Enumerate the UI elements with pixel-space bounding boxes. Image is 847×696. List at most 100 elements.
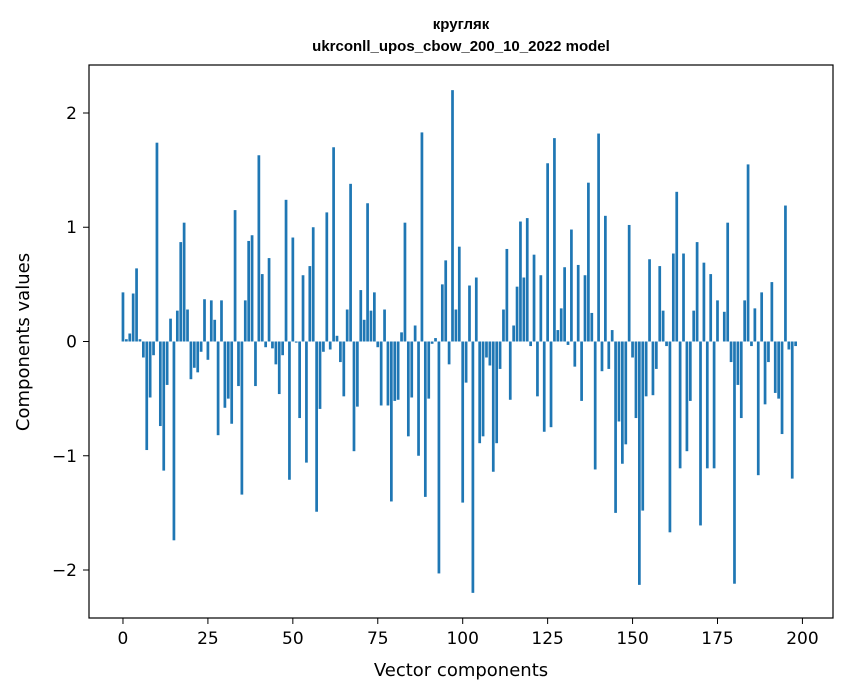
bar bbox=[563, 267, 566, 342]
bar bbox=[165, 341, 169, 385]
bar bbox=[271, 341, 274, 349]
bar bbox=[172, 341, 176, 541]
bar bbox=[665, 341, 668, 347]
bar bbox=[277, 341, 281, 395]
bar bbox=[773, 341, 777, 393]
bar bbox=[148, 341, 152, 398]
bar bbox=[196, 341, 200, 373]
bar bbox=[437, 341, 441, 574]
bar bbox=[600, 341, 604, 372]
bar bbox=[627, 224, 631, 342]
bar bbox=[369, 310, 373, 342]
x-tick-label: 0 bbox=[118, 629, 129, 649]
bar bbox=[301, 275, 305, 342]
bar bbox=[597, 133, 600, 342]
bar bbox=[386, 341, 390, 406]
bar bbox=[121, 292, 125, 342]
bar bbox=[284, 199, 288, 342]
bar bbox=[325, 212, 329, 342]
bar bbox=[332, 147, 335, 342]
bar bbox=[216, 341, 220, 436]
bar bbox=[529, 341, 532, 347]
bar bbox=[593, 341, 597, 470]
bar bbox=[587, 182, 590, 342]
bar bbox=[699, 341, 702, 526]
bar bbox=[573, 341, 577, 367]
bar bbox=[142, 341, 145, 358]
x-tick-label: 25 bbox=[197, 629, 219, 649]
bar bbox=[614, 341, 617, 513]
bar bbox=[376, 341, 380, 348]
bar bbox=[464, 341, 468, 383]
bar bbox=[454, 309, 458, 342]
x-tick-label: 175 bbox=[701, 629, 733, 649]
bar bbox=[705, 341, 709, 469]
bar bbox=[539, 275, 543, 342]
bar bbox=[661, 310, 665, 342]
bar bbox=[525, 218, 529, 342]
bar bbox=[237, 341, 240, 387]
bar bbox=[434, 338, 437, 342]
bar bbox=[508, 341, 512, 400]
bar bbox=[750, 341, 753, 347]
bar bbox=[447, 341, 451, 365]
bar bbox=[264, 341, 268, 348]
bar bbox=[678, 341, 682, 469]
bar bbox=[675, 191, 679, 342]
bar bbox=[311, 227, 315, 342]
bar bbox=[590, 312, 594, 342]
bar bbox=[189, 341, 193, 380]
bar bbox=[179, 242, 183, 342]
bar bbox=[352, 341, 356, 452]
bar bbox=[559, 308, 563, 342]
bar bbox=[393, 341, 397, 401]
bar bbox=[209, 300, 213, 342]
bars-group bbox=[121, 90, 797, 593]
bar bbox=[583, 275, 587, 342]
bar bbox=[604, 215, 607, 342]
x-axis-ticks: 0 25 50 75 100 125 150 175 200 bbox=[118, 618, 819, 649]
bar bbox=[695, 242, 699, 342]
bar bbox=[722, 311, 726, 342]
bar bbox=[135, 268, 138, 342]
bar bbox=[247, 240, 251, 342]
bar bbox=[474, 277, 478, 342]
bar bbox=[491, 341, 495, 472]
bar bbox=[515, 286, 519, 342]
bar bbox=[440, 284, 444, 342]
bar bbox=[753, 308, 757, 342]
bar bbox=[457, 246, 461, 342]
bar bbox=[644, 341, 648, 397]
bar bbox=[226, 341, 230, 399]
bar bbox=[400, 332, 403, 342]
bar bbox=[481, 341, 485, 437]
bar bbox=[254, 341, 257, 387]
bar bbox=[444, 260, 448, 342]
bar bbox=[281, 341, 284, 356]
bar bbox=[138, 339, 142, 342]
bar bbox=[631, 341, 634, 358]
bar bbox=[729, 341, 733, 363]
x-tick-label: 50 bbox=[282, 629, 304, 649]
bar bbox=[362, 319, 366, 342]
bar bbox=[576, 264, 580, 342]
bar bbox=[175, 310, 179, 342]
bar bbox=[318, 341, 322, 409]
bar bbox=[770, 282, 774, 342]
bar bbox=[549, 341, 553, 428]
bar bbox=[423, 341, 427, 497]
bar bbox=[339, 341, 342, 363]
chart-subtitle: ukrconll_upos_cbow_200_10_2022 model bbox=[312, 38, 610, 55]
bar bbox=[621, 341, 624, 464]
bar bbox=[726, 222, 730, 342]
bar bbox=[495, 341, 499, 444]
bar bbox=[787, 341, 791, 350]
bar bbox=[716, 300, 719, 342]
bar bbox=[220, 300, 223, 342]
bar bbox=[152, 341, 155, 356]
y-axis-label: Components values bbox=[13, 253, 34, 431]
bar bbox=[505, 248, 509, 342]
y-tick-label: 0 bbox=[66, 333, 77, 353]
bar bbox=[651, 341, 655, 396]
bar bbox=[746, 164, 750, 342]
